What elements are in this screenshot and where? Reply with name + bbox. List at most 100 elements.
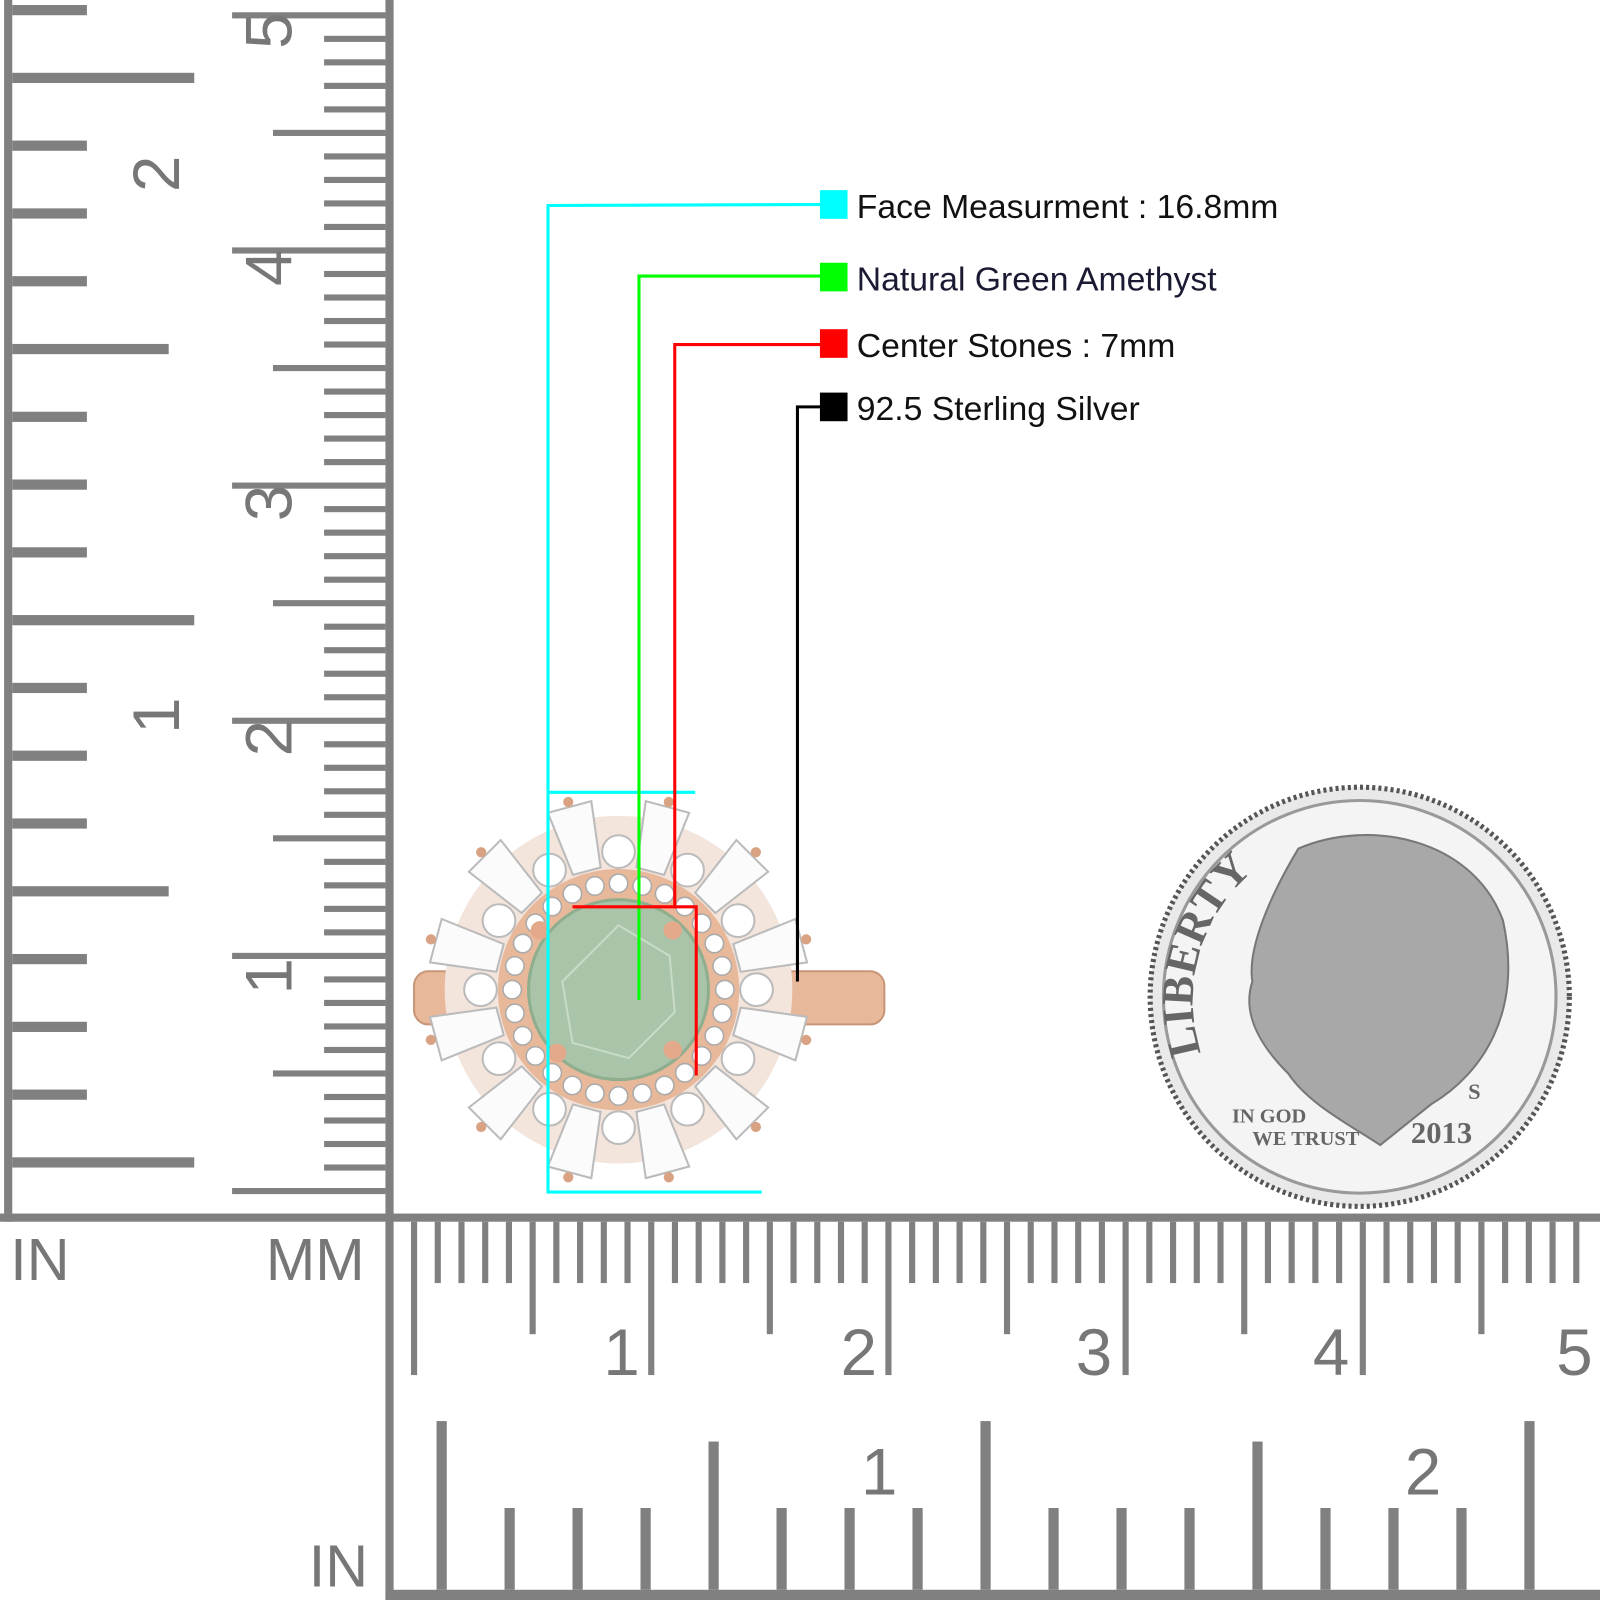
left-mm-tick xyxy=(324,882,386,889)
pave-stone xyxy=(654,883,675,904)
left-unit-mm-label: MM xyxy=(266,1226,365,1293)
legend-swatch-red xyxy=(819,329,848,358)
pave-stone xyxy=(512,933,533,954)
left-mm-tick xyxy=(324,59,386,66)
bottom-mm-tick xyxy=(1169,1221,1177,1284)
bottom-mm-tick xyxy=(743,1221,750,1284)
left-mm-tick xyxy=(232,1187,386,1195)
pave-stone xyxy=(504,1003,525,1024)
prong xyxy=(801,1034,812,1046)
pave-stone xyxy=(654,1075,675,1096)
pave-stone xyxy=(674,1062,695,1083)
prong xyxy=(563,796,574,808)
left-mm-tick xyxy=(272,600,386,607)
baguette-facet xyxy=(546,799,602,877)
prong xyxy=(663,1172,674,1183)
left-mm-tick xyxy=(324,788,386,795)
left-mm-tick xyxy=(324,435,386,442)
left-mm-tick xyxy=(324,1117,386,1124)
prong xyxy=(663,796,674,808)
bottom-mm-tick xyxy=(1359,1221,1366,1376)
bottom-ruler-left-edge xyxy=(385,1213,394,1600)
pave-stone xyxy=(502,979,523,1000)
legend-swatch-cyan xyxy=(819,190,848,219)
baguette-stone xyxy=(425,1006,505,1062)
bottom-inch-tick xyxy=(1116,1507,1127,1590)
pave-stone xyxy=(608,873,629,894)
left-mm-tick xyxy=(324,764,386,771)
left-mm-tick xyxy=(324,976,386,983)
pave-stone xyxy=(712,956,733,976)
left-inch-tick xyxy=(12,276,87,287)
legend: Face Measurment : 16.8mm Natural Green A… xyxy=(819,188,1278,428)
bottom-mm-tick xyxy=(956,1221,963,1284)
bottom-mm-tick xyxy=(766,1221,773,1335)
bottom-mm-tick xyxy=(1146,1221,1153,1284)
left-mm-tick xyxy=(324,294,386,301)
bottom-mm-tick xyxy=(529,1221,536,1335)
baguette-stone xyxy=(635,1103,691,1183)
left-inch-tick xyxy=(12,343,169,355)
bottom-mm-tick xyxy=(932,1221,939,1284)
bottom-horizontal-ruler: 1 2 3 4 5 1 2 xyxy=(385,1213,1600,1600)
legend-swatch-black xyxy=(819,392,848,422)
round-accent-stone xyxy=(601,834,636,870)
bottom-inch-tick xyxy=(436,1421,447,1590)
bottom-mm-tick xyxy=(719,1221,726,1284)
pave-stone xyxy=(525,1045,546,1066)
bottom-mm-tick xyxy=(434,1221,441,1284)
bottom-inch-tick xyxy=(708,1441,719,1590)
left-inch-tick xyxy=(12,818,87,829)
left-inch-label-2: 2 xyxy=(120,156,193,192)
bottom-mm-tick xyxy=(600,1221,607,1284)
bottom-mm-tick xyxy=(1193,1221,1200,1284)
bottom-mm-tick xyxy=(1573,1221,1580,1284)
left-mm-tick xyxy=(324,317,386,325)
left-inch-tick xyxy=(12,479,87,490)
left-mm-tick xyxy=(324,741,386,748)
left-mm-tick xyxy=(324,623,386,630)
left-mm-tick xyxy=(324,670,386,677)
left-mm-tick xyxy=(324,35,386,42)
left-mm-tick xyxy=(324,412,386,419)
prong xyxy=(750,1121,761,1133)
face-measurement-line xyxy=(546,202,826,1194)
left-inch-tick xyxy=(12,615,195,626)
left-mm-tick xyxy=(324,929,386,936)
prong xyxy=(663,1040,682,1060)
left-inch-tick xyxy=(12,1157,195,1168)
bottom-inch-label-2: 2 xyxy=(1405,1436,1441,1509)
left-mm-tick xyxy=(324,82,386,89)
left-mm-tick xyxy=(232,12,386,19)
prong xyxy=(563,1172,574,1183)
left-cm-label-1: 1 xyxy=(232,958,305,994)
left-mm-tick xyxy=(324,694,386,701)
left-mm-tick xyxy=(272,129,386,136)
prong xyxy=(530,921,550,940)
round-accent-stone xyxy=(481,903,517,939)
left-mm-tick xyxy=(324,553,386,560)
baguette-facet xyxy=(428,917,505,973)
bottom-inch-label-1: 1 xyxy=(861,1436,897,1509)
left-inch-tick xyxy=(12,72,195,84)
left-mm-tick xyxy=(324,506,386,513)
left-inch-tick xyxy=(12,1021,87,1032)
bottom-mm-tick xyxy=(1525,1221,1532,1284)
left-mm-tick xyxy=(324,1164,386,1171)
baguette-facet xyxy=(693,1064,770,1141)
left-mm-tick xyxy=(324,270,386,278)
bottom-mm-tick xyxy=(790,1221,797,1284)
left-mm-tick xyxy=(232,482,386,489)
left-inch-tick xyxy=(12,750,87,761)
left-mm-tick xyxy=(324,388,386,395)
center-stone-facets xyxy=(561,923,676,1060)
bottom-mm-tick xyxy=(695,1221,702,1284)
bottom-mm-tick xyxy=(577,1221,584,1284)
bottom-mm-tick xyxy=(1478,1221,1485,1335)
left-unit-in-label: IN xyxy=(10,1226,69,1293)
left-cm-label-3: 3 xyxy=(232,485,305,521)
round-accent-stone xyxy=(670,852,705,888)
coin-mint-mark: S xyxy=(1468,1079,1481,1104)
legend-center-stones: Center Stones : 7mm xyxy=(857,327,1176,365)
dime-coin: LIBERTY IN GOD WE TRUST 2013 S xyxy=(1147,784,1572,1209)
